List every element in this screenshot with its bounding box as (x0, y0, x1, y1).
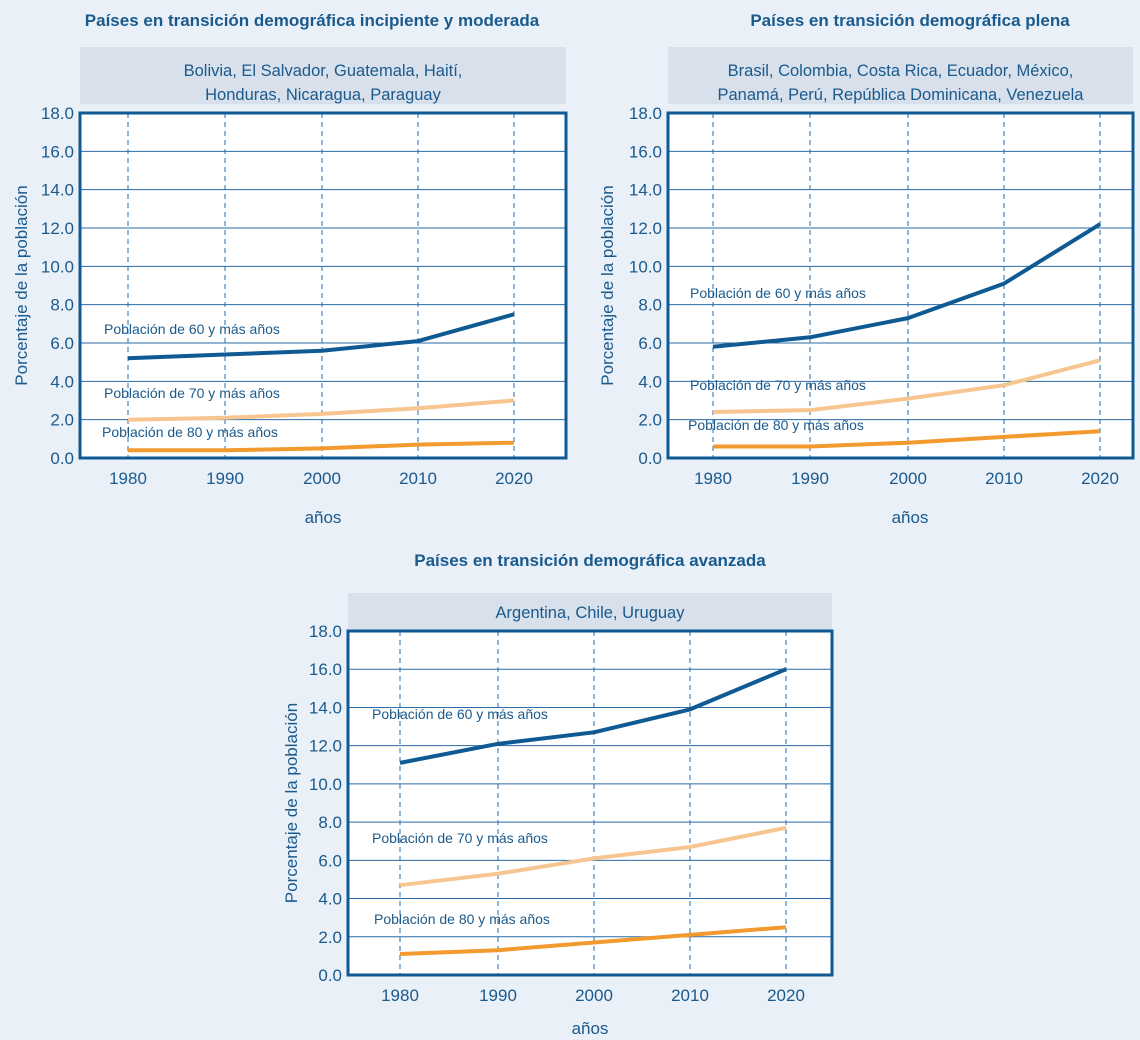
x-axis-label: años (305, 508, 342, 527)
chart-title: Países en transición demográfica plena (750, 11, 1070, 30)
y-tick-label: 4.0 (318, 890, 342, 909)
chart-panel-1: Países en transición demográfica incipie… (12, 11, 568, 527)
series-label-70: Población de 70 y más años (104, 385, 280, 401)
y-axis-label: Porcentaje de la población (12, 185, 31, 385)
y-tick-label: 14.0 (309, 698, 342, 717)
y-tick-label: 16.0 (41, 142, 74, 161)
y-tick-label: 8.0 (50, 296, 74, 315)
series-label-60: Población de 60 y más años (690, 285, 866, 301)
x-tick-label: 2020 (767, 986, 805, 1005)
plot-frame (666, 111, 1135, 460)
x-tick-label: 1980 (381, 986, 419, 1005)
y-tick-label: 4.0 (50, 372, 74, 391)
series-label-80: Población de 80 y más años (374, 911, 550, 927)
x-tick-label: 2020 (495, 469, 533, 488)
y-tick-label: 6.0 (318, 851, 342, 870)
plot-area (348, 631, 832, 975)
y-tick-label: 10.0 (309, 775, 342, 794)
subtitle-line: Bolivia, El Salvador, Guatemala, Haití, (184, 62, 463, 80)
x-axis-label: años (892, 508, 929, 527)
y-tick-label: 12.0 (629, 219, 662, 238)
series-label-80: Población de 80 y más años (102, 424, 278, 440)
y-axis-label: Porcentaje de la población (598, 185, 617, 385)
y-tick-label: 18.0 (309, 622, 342, 641)
subtitle-band (80, 47, 566, 104)
y-tick-label: 12.0 (41, 219, 74, 238)
x-tick-label: 2000 (889, 469, 927, 488)
chart-panel-2: Países en transición demográfica plena Br… (598, 11, 1135, 527)
y-tick-label: 14.0 (41, 181, 74, 200)
subtitle-band (348, 593, 832, 631)
chart-panel-3: Países en transición demográfica avanzad… (282, 551, 834, 1038)
x-tick-label: 1980 (694, 469, 732, 488)
x-tick-label: 2010 (985, 469, 1023, 488)
x-tick-label: 1990 (791, 469, 829, 488)
y-tick-label: 0.0 (318, 966, 342, 985)
subtitle-line: Honduras, Nicaragua, Paraguay (205, 86, 441, 104)
plot-frame (78, 111, 568, 460)
subtitle-band (668, 47, 1133, 104)
series-label-60: Población de 60 y más años (104, 321, 280, 337)
y-tick-label: 6.0 (50, 334, 74, 353)
chart-title: Países en transición demográfica avanzad… (414, 551, 766, 570)
x-tick-label: 1980 (109, 469, 147, 488)
subtitle-line: Argentina, Chile, Uruguay (496, 604, 686, 622)
subtitle-line: Panamá, Perú, República Dominicana, Vene… (718, 86, 1085, 104)
y-tick-label: 10.0 (41, 257, 74, 276)
series-label-60: Población de 60 y más años (372, 706, 548, 722)
y-tick-label: 18.0 (41, 104, 74, 123)
x-tick-label: 1990 (479, 986, 517, 1005)
x-tick-label: 2010 (671, 986, 709, 1005)
y-tick-label: 8.0 (318, 813, 342, 832)
x-tick-label: 2000 (575, 986, 613, 1005)
y-tick-label: 12.0 (309, 737, 342, 756)
y-tick-label: 18.0 (629, 104, 662, 123)
y-tick-label: 16.0 (629, 142, 662, 161)
y-tick-label: 0.0 (638, 449, 662, 468)
plot-area (80, 113, 566, 458)
x-axis-label: años (572, 1019, 609, 1038)
series-label-80: Población de 80 y más años (688, 417, 864, 433)
y-tick-label: 10.0 (629, 257, 662, 276)
y-tick-label: 4.0 (638, 372, 662, 391)
x-tick-label: 2020 (1081, 469, 1119, 488)
y-tick-label: 16.0 (309, 660, 342, 679)
y-axis-label: Porcentaje de la población (282, 703, 301, 903)
plot-frame (346, 629, 834, 977)
y-tick-label: 8.0 (638, 296, 662, 315)
y-tick-label: 14.0 (629, 181, 662, 200)
x-tick-label: 2010 (399, 469, 437, 488)
chart-title: Países en transición demográfica incipie… (85, 11, 540, 30)
y-tick-label: 6.0 (638, 334, 662, 353)
subtitle-line: Brasil, Colombia, Costa Rica, Ecuador, M… (728, 62, 1074, 80)
series-label-70: Población de 70 y más años (690, 377, 866, 393)
x-tick-label: 1990 (206, 469, 244, 488)
y-tick-label: 2.0 (50, 411, 74, 430)
series-label-70: Población de 70 y más años (372, 830, 548, 846)
x-tick-label: 2000 (303, 469, 341, 488)
y-tick-label: 2.0 (318, 928, 342, 947)
y-tick-label: 0.0 (50, 449, 74, 468)
y-tick-label: 2.0 (638, 411, 662, 430)
